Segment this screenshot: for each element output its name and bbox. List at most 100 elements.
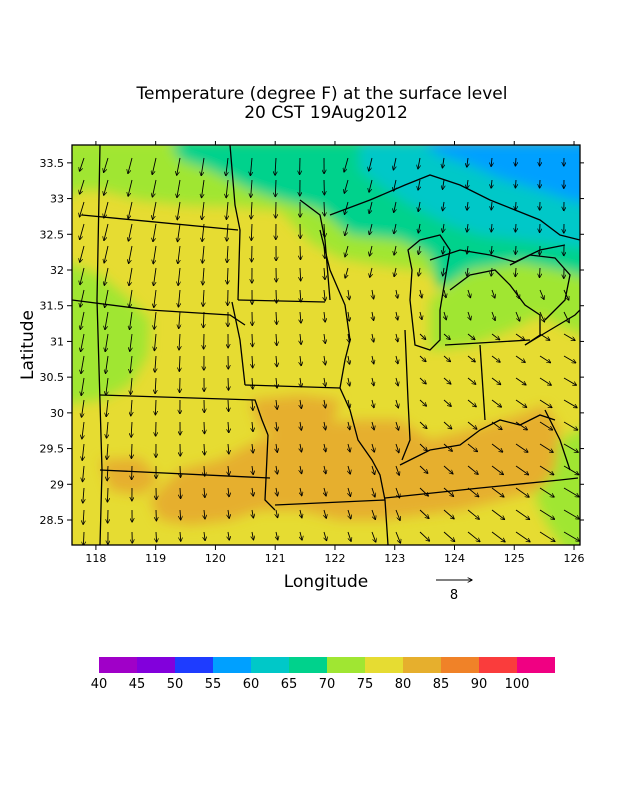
y-tick-label: 30.5 xyxy=(40,371,65,384)
wind-vector-arrow xyxy=(82,421,84,439)
wind-vector-arrow xyxy=(539,289,544,299)
wind-vector-arrow xyxy=(371,531,376,542)
wind-vector-arrow xyxy=(81,333,85,352)
wind-vector-arrow xyxy=(276,465,277,474)
color-legend-swatch xyxy=(175,657,213,673)
wind-vector-arrow xyxy=(394,223,396,234)
boundary-wi-mn xyxy=(299,199,331,301)
wind-vector-arrow xyxy=(396,399,398,408)
wind-vector-arrow xyxy=(324,333,325,344)
boundary-ks-ok xyxy=(99,469,271,479)
wind-vector-arrow xyxy=(372,311,374,321)
wind-vector-arrow xyxy=(107,465,108,481)
wind-vector-arrow xyxy=(202,245,204,263)
wind-vector-arrow xyxy=(177,201,181,220)
wind-vector-arrow xyxy=(324,487,326,496)
coast-upper-peninsula xyxy=(429,244,566,263)
wind-vector-arrow xyxy=(80,157,85,171)
wind-vector-arrow xyxy=(204,487,205,498)
wind-vector-arrow xyxy=(420,311,422,320)
wind-vector-arrow xyxy=(396,289,398,298)
wind-vector-arrow xyxy=(468,289,471,298)
y-tick-label: 31 xyxy=(50,335,64,348)
wind-vector-arrow xyxy=(252,333,253,347)
wind-vector-arrow xyxy=(250,157,252,176)
wind-vector-arrow xyxy=(372,421,374,430)
wind-vector-arrow xyxy=(179,355,180,371)
wind-vector-arrow xyxy=(443,201,444,211)
wind-vector-arrow xyxy=(228,509,229,518)
wind-vector-arrow xyxy=(83,487,84,503)
wind-vector-arrow xyxy=(129,289,133,308)
color-legend-swatch xyxy=(99,657,137,673)
wind-vector-arrow xyxy=(153,223,157,242)
wind-vector-arrow xyxy=(491,355,500,362)
wind-vector-arrow xyxy=(129,245,133,264)
wind-vector-arrow xyxy=(300,245,301,260)
wind-vector-arrow xyxy=(396,443,399,453)
wind-vector-arrow xyxy=(252,377,253,389)
wind-vector-arrow xyxy=(563,311,569,323)
wind-vector-arrow xyxy=(491,531,505,542)
color-legend-label: 65 xyxy=(281,677,298,692)
color-legend-label: 100 xyxy=(505,677,530,692)
color-legend-swatch xyxy=(137,657,175,673)
wind-vector-arrow xyxy=(491,223,492,232)
wind-vector-arrow xyxy=(131,377,133,395)
wind-vector-arrow xyxy=(201,157,205,176)
wind-vector-arrow xyxy=(396,333,398,342)
boundary-il-in xyxy=(401,329,411,461)
wind-vector-arrow xyxy=(324,355,325,365)
wind-vector-arrow xyxy=(228,399,229,412)
color-legend-swatch xyxy=(403,657,441,673)
wind-vector-arrow xyxy=(180,487,181,499)
y-tick-label: 28.5 xyxy=(40,514,65,527)
boundary-west-vertical xyxy=(96,145,103,545)
wind-vector-arrow xyxy=(396,355,398,364)
wind-vector-arrow xyxy=(324,531,327,541)
wind-vector-arrow xyxy=(467,333,475,340)
wind-vector-arrow xyxy=(80,245,85,262)
wind-vector-arrow xyxy=(252,421,253,432)
wind-vector-arrow xyxy=(491,487,504,497)
x-tick-label: 121 xyxy=(265,552,286,565)
wind-vector-arrow xyxy=(563,443,578,452)
wind-vector-arrow xyxy=(105,333,109,352)
wind-vector-arrow xyxy=(276,487,278,496)
boundary-wv-va xyxy=(544,409,571,471)
wind-vector-arrow xyxy=(563,465,579,475)
wind-vector-arrow xyxy=(80,179,85,194)
coast-michigan-mitten xyxy=(449,269,541,346)
color-legend-label: 80 xyxy=(395,677,412,692)
wind-vector-arrow xyxy=(276,399,277,409)
wind-vector-arrow xyxy=(418,245,420,255)
wind-vector-arrow xyxy=(467,157,468,167)
wind-vector-arrow xyxy=(419,421,427,429)
wind-vector-arrow xyxy=(300,333,301,345)
wind-vector-arrow xyxy=(443,399,451,406)
wind-vector-arrow xyxy=(443,245,444,254)
wind-vector-arrow xyxy=(419,399,427,406)
wind-vector-arrow xyxy=(300,531,302,540)
wind-vector-arrow xyxy=(252,465,253,475)
x-tick-label: 122 xyxy=(324,552,345,565)
wind-vector-arrow xyxy=(106,377,108,395)
wind-vector-arrow xyxy=(563,333,575,341)
wind-vector-arrow xyxy=(468,311,471,320)
boundary-ohio-river xyxy=(399,414,556,466)
wind-vector-arrow xyxy=(130,311,133,330)
wind-vector-arrow xyxy=(344,157,349,172)
wind-vector-arrow xyxy=(203,267,204,285)
wind-vector-arrow xyxy=(345,223,349,236)
wind-vector-arrow xyxy=(539,465,554,475)
wind-vector-arrow xyxy=(180,465,181,477)
wind-vector-arrow xyxy=(204,443,205,455)
coast-lake-erie xyxy=(524,309,580,346)
wind-vector-arrow xyxy=(563,531,580,541)
wind-vector-arrow xyxy=(540,267,541,278)
boundary-ky-tn xyxy=(384,477,579,499)
wind-vector-arrow xyxy=(418,223,420,233)
wind-vector-arrow xyxy=(563,399,577,408)
wind-vector-arrow xyxy=(324,399,326,408)
